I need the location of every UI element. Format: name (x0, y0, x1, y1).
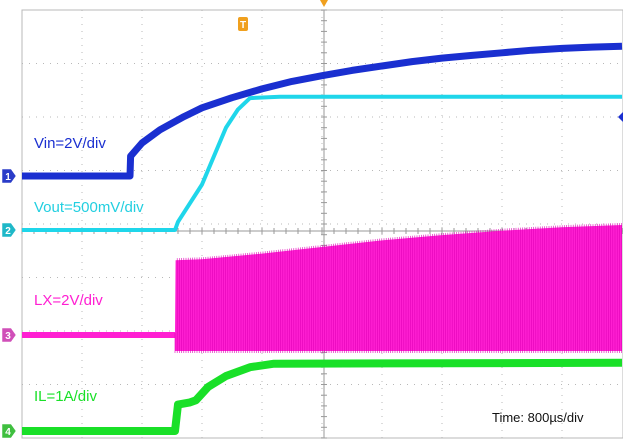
trigger-indicators: T (238, 0, 623, 122)
il-trace (22, 358, 623, 435)
trigger-marker-icon (238, 17, 248, 31)
channel-3-marker-number: 3 (5, 331, 11, 342)
channel-3-marker-icon (1, 327, 17, 343)
channel-1-marker-icon (1, 168, 17, 184)
trigger-position-icon (320, 0, 328, 7)
vout-trace (22, 94, 622, 232)
channel-1-marker-number: 1 (5, 172, 11, 183)
traces (22, 42, 623, 435)
vin-trace (22, 42, 623, 180)
vin-label: Vin=2V/div (34, 135, 106, 152)
channel-2-marker-number: 2 (5, 226, 11, 237)
channel-4-marker-icon (1, 423, 17, 439)
right-level-indicator-icon (618, 112, 623, 122)
il-label: IL=1A/div (34, 388, 97, 405)
lx-label: LX=2V/div (34, 292, 103, 309)
time-division-label: Time: 800µs/div (492, 410, 584, 425)
trigger-marker-text: T (240, 20, 246, 31)
lx-switching-envelope (175, 225, 622, 351)
channel-2-marker-icon (1, 222, 17, 238)
channel-markers: 1 2 3 4 (1, 168, 17, 439)
channel-labels: Vin=2V/div Vout=500mV/div LX=2V/div IL=1… (34, 135, 584, 425)
channel-4-marker-number: 4 (5, 427, 11, 438)
vout-label: Vout=500mV/div (34, 199, 144, 216)
